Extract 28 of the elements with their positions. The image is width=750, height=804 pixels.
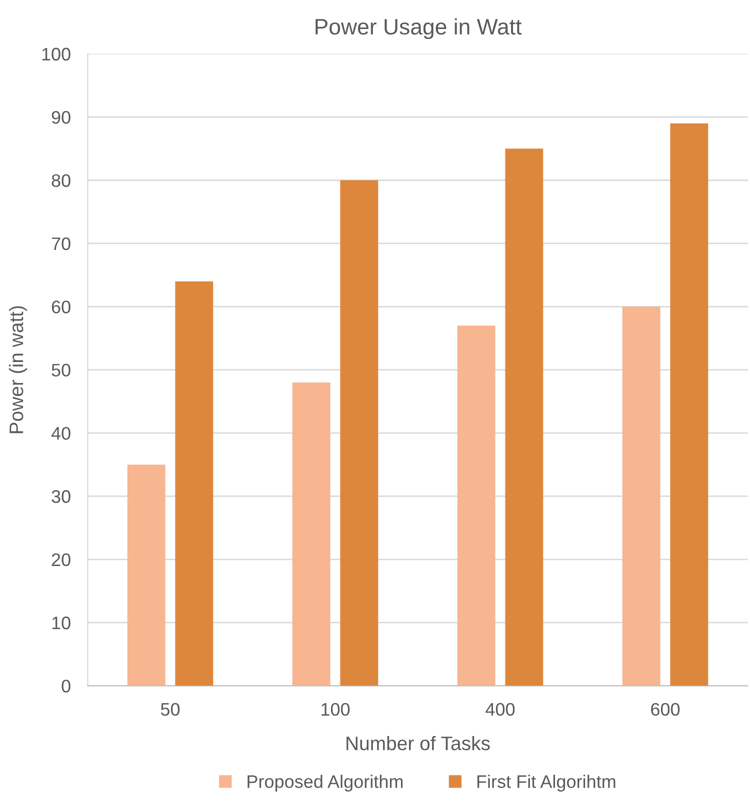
legend-label: First Fit Algorihtm xyxy=(477,774,616,792)
bar xyxy=(292,382,330,686)
bar xyxy=(670,123,708,686)
x-tick-label: 100 xyxy=(322,702,350,716)
bar xyxy=(340,180,378,686)
y-tick-label: 70 xyxy=(52,237,70,250)
y-tick-label: 40 xyxy=(51,426,70,440)
y-tick-label: 20 xyxy=(52,553,70,566)
x-tick-label: 600 xyxy=(651,702,680,716)
x-axis-title: Number of Tasks xyxy=(346,736,490,750)
y-tick-label: 80 xyxy=(52,174,70,187)
bar xyxy=(457,326,496,686)
y-tick-label: 100 xyxy=(42,48,70,61)
y-tick-label: 60 xyxy=(52,300,70,314)
bar xyxy=(127,464,166,686)
bar xyxy=(175,281,214,686)
y-tick-label: 30 xyxy=(52,490,70,503)
y-tick-label: 50 xyxy=(52,364,70,377)
legend-label: Proposed Algorithm xyxy=(248,774,403,792)
y-tick-label: 10 xyxy=(52,616,70,630)
bar xyxy=(622,306,660,686)
bar xyxy=(505,148,544,686)
y-axis-title: Power (in watt) xyxy=(8,306,28,434)
x-tick-label: 50 xyxy=(160,702,180,716)
x-tick-label: 400 xyxy=(486,702,515,716)
y-tick-label: 90 xyxy=(52,110,70,124)
chart-title: Power Usage in Watt xyxy=(316,18,522,40)
y-tick-label: 0 xyxy=(62,680,70,693)
